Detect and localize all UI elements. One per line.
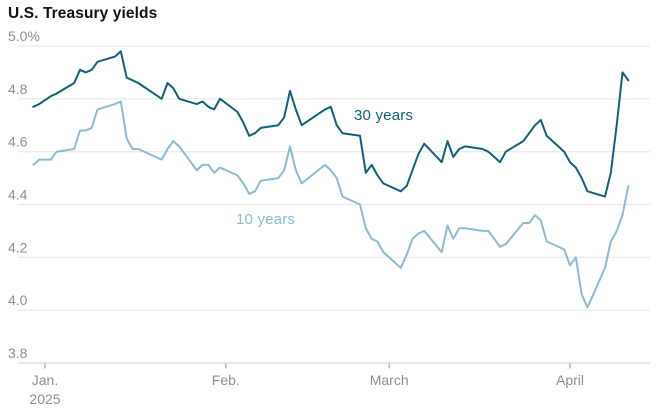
x-tick-label: April — [556, 372, 584, 388]
series-label-10-years: 10 years — [236, 211, 295, 228]
line-10-years — [32, 100, 630, 309]
x-tick-year-label: 2025 — [29, 391, 60, 407]
line-30-years — [32, 50, 630, 198]
y-tick-label: 5.0% — [8, 28, 40, 44]
x-tick-label: March — [370, 372, 409, 388]
y-tick-label: 4.2 — [8, 239, 28, 255]
x-tick-label: Feb. — [212, 372, 240, 388]
x-tick-label: Jan. — [32, 372, 58, 388]
y-tick-label: 4.8 — [8, 81, 28, 97]
x-axis-group: Jan. 2025 Feb. March April — [29, 363, 584, 407]
y-gridlines-group: 5.0% 4.8 4.6 4.4 4.2 4.0 3.8 — [8, 28, 650, 364]
series-label-30-years: 30 years — [354, 107, 413, 124]
y-tick-label: 3.8 — [8, 345, 28, 361]
y-tick-label: 4.6 — [8, 134, 28, 150]
chart-title: U.S. Treasury yields — [8, 5, 158, 22]
y-tick-label: 4.0 — [8, 292, 28, 308]
y-tick-label: 4.4 — [8, 187, 28, 203]
